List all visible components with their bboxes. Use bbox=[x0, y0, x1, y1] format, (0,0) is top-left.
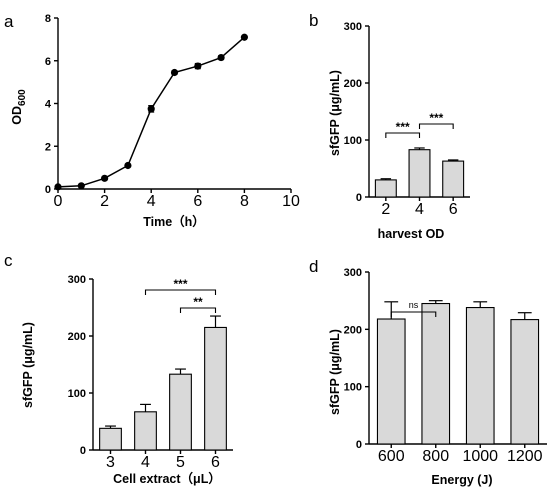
panel-d-x-tick-label: 600 bbox=[378, 448, 405, 465]
panel-c-x-tick-label: 3 bbox=[106, 454, 115, 471]
panel-a-x-tick-label: 10 bbox=[282, 193, 300, 210]
panel-d-x-tick-label: 1200 bbox=[507, 448, 543, 465]
panel-a-x-tick-label: 8 bbox=[240, 193, 249, 210]
panel-b-x-tick-label: 4 bbox=[415, 201, 424, 218]
panel-a-y-tick-label: 0 bbox=[45, 184, 51, 196]
panel-c-bar bbox=[134, 411, 157, 451]
panel-d-x-axis-label: Energy (J) bbox=[431, 473, 492, 487]
panel-b-y-axis-label: sfGFP (μg/mL) bbox=[328, 70, 342, 156]
panel-c-x-tick-label: 5 bbox=[176, 454, 185, 471]
panel-b-significance-bracket bbox=[385, 132, 421, 138]
panel-d-bar-chart: 0 100 200 300 600 800 1000 1200 ns bbox=[344, 267, 547, 465]
panel-d-y-tick-label: 0 bbox=[356, 439, 362, 451]
panel-a-x-axis-label: Time（h） bbox=[143, 214, 205, 229]
panel-b-bar bbox=[408, 149, 431, 198]
panel-d-y-tick-label: 300 bbox=[344, 267, 362, 279]
panel-b-y-tick-label: 0 bbox=[356, 192, 362, 204]
panel-a-x-tick-label: 2 bbox=[100, 193, 109, 210]
panel-c-x-tick-label: 6 bbox=[211, 454, 220, 471]
panel-b-bar bbox=[442, 160, 465, 198]
panel-c-x-tick-label: 4 bbox=[141, 454, 150, 471]
panel-a-y-label-main: OD bbox=[10, 106, 24, 125]
panel-d-significance-label: ns bbox=[409, 300, 419, 310]
panel-a-data-point bbox=[77, 182, 85, 190]
panel-a-y-label-subscript: 600 bbox=[17, 89, 28, 106]
panel-c-x-axis-label: Cell extract（μL） bbox=[113, 471, 221, 486]
panel-b-y-tick-label: 300 bbox=[344, 21, 362, 33]
panel-b-letter: b bbox=[309, 11, 318, 30]
panel-a-y-tick-label: 6 bbox=[45, 56, 51, 68]
panel-b-bar bbox=[374, 179, 397, 198]
panel-d-bar bbox=[465, 306, 495, 445]
panel-c-bar bbox=[169, 373, 192, 451]
panel-b-significance-bracket bbox=[418, 123, 454, 129]
panel-b-x-tick-label: 2 bbox=[381, 201, 390, 218]
panel-c-bar bbox=[99, 427, 122, 451]
panel-c-bar bbox=[204, 326, 227, 451]
panel-d-y-axis-label: sfGFP (μg/mL) bbox=[328, 329, 342, 415]
panel-d-bar bbox=[376, 318, 406, 445]
panel-d-x-tick-label: 1000 bbox=[462, 448, 498, 465]
panel-c-significance-label: *** bbox=[173, 277, 187, 291]
panel-d-y-tick-label: 200 bbox=[344, 324, 362, 336]
panel-d-y-tick-label: 100 bbox=[344, 382, 362, 394]
panel-a-x-tick-label: 0 bbox=[54, 193, 63, 210]
panel-d-letter: d bbox=[309, 257, 318, 276]
panel-c-letter: c bbox=[4, 251, 13, 270]
panel-a-line-chart: 0 2 4 6 8 0 2 4 6 8 10 bbox=[45, 13, 300, 210]
panel-a-data-point bbox=[240, 33, 248, 41]
panel-c-y-tick-label: 200 bbox=[68, 331, 86, 343]
panel-d-bar bbox=[421, 302, 451, 445]
panel-c-y-axis-label: sfGFP (μg/mL) bbox=[21, 322, 35, 408]
panel-a-y-tick-label: 8 bbox=[45, 13, 51, 25]
panel-c-significance-label: ** bbox=[193, 295, 203, 309]
panel-a-data-point bbox=[124, 161, 132, 170]
panel-a-x-tick-label: 6 bbox=[193, 193, 202, 210]
panel-b-bar-chart: 0 100 200 300 2 4 6 *** *** bbox=[344, 21, 470, 218]
panel-b-y-tick-label: 100 bbox=[344, 135, 362, 147]
panel-a-data-point bbox=[54, 183, 62, 191]
panel-b-x-tick-label: 6 bbox=[449, 201, 458, 218]
panel-a-data-point bbox=[147, 105, 155, 113]
panel-a-y-tick-label: 4 bbox=[45, 99, 52, 111]
panel-d-bar bbox=[510, 319, 540, 445]
panel-a-data-point bbox=[101, 174, 109, 182]
panel-c-significance-bracket bbox=[144, 289, 217, 295]
panel-c-y-tick-label: 300 bbox=[68, 274, 86, 286]
panel-b-x-axis-label: harvest OD bbox=[378, 227, 445, 241]
panel-c-y-tick-label: 0 bbox=[80, 445, 86, 457]
panel-a-data-point bbox=[194, 62, 202, 70]
panel-b-significance-label: *** bbox=[429, 111, 443, 125]
panel-b-significance-label: *** bbox=[396, 120, 410, 134]
panel-a-data-point bbox=[217, 53, 225, 62]
panel-a-y-axis-label: OD600 bbox=[10, 89, 28, 125]
panel-a-x-tick-label: 4 bbox=[147, 193, 156, 210]
panel-c-significance-bracket bbox=[179, 307, 217, 313]
panel-d-x-tick-label: 800 bbox=[422, 448, 449, 465]
panel-c-y-tick-label: 100 bbox=[68, 388, 86, 400]
panel-a-y-tick-label: 2 bbox=[45, 141, 51, 153]
panel-b-y-tick-label: 200 bbox=[344, 78, 362, 90]
panel-a-letter: a bbox=[4, 12, 14, 31]
panel-d-significance-bracket bbox=[390, 311, 437, 317]
panel-a-data-point bbox=[170, 68, 179, 77]
